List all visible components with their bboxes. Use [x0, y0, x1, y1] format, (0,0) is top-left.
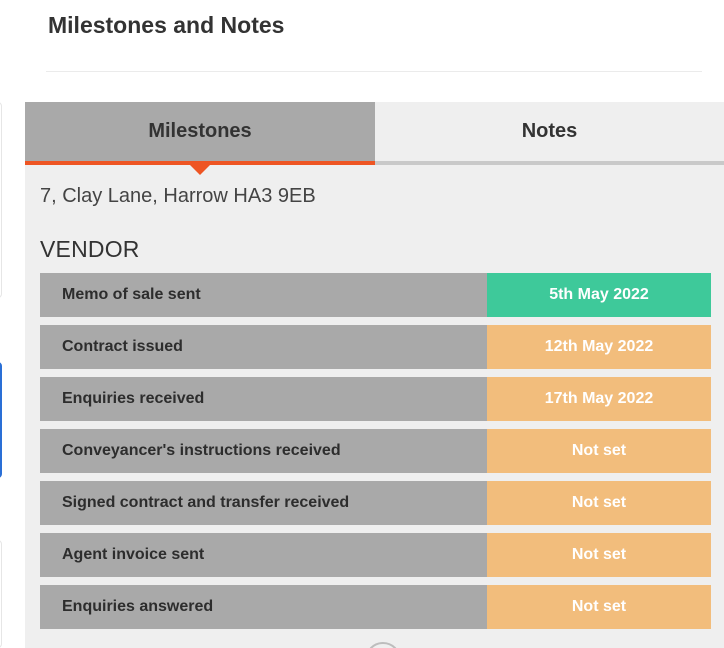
milestone-label: Signed contract and transfer received [40, 481, 487, 525]
milestone-row: Agent invoice sent Not set [40, 533, 711, 577]
milestone-list: Memo of sale sent 5th May 2022 Contract … [40, 273, 711, 637]
active-tab-indicator [190, 165, 210, 175]
tab-milestones[interactable]: Milestones [25, 102, 375, 165]
milestone-row: Signed contract and transfer received No… [40, 481, 711, 525]
page-title: Milestones and Notes [48, 12, 285, 38]
milestone-label: Agent invoice sent [40, 533, 487, 577]
milestone-date-button[interactable]: 12th May 2022 [487, 325, 711, 369]
milestone-label: Conveyancer's instructions received [40, 429, 487, 473]
milestone-label: Memo of sale sent [40, 273, 487, 317]
milestone-label: Enquiries answered [40, 585, 487, 629]
milestone-row: Enquiries received 17th May 2022 [40, 377, 711, 421]
title-divider [46, 71, 702, 72]
background-card-selected [0, 362, 2, 478]
milestone-date-button[interactable]: 5th May 2022 [487, 273, 711, 317]
milestone-date-button[interactable]: Not set [487, 429, 711, 473]
milestone-row: Enquiries answered Not set [40, 585, 711, 629]
milestone-date-button[interactable]: Not set [487, 533, 711, 577]
background-card [0, 540, 2, 648]
milestone-row: Contract issued 12th May 2022 [40, 325, 711, 369]
milestone-label: Contract issued [40, 325, 487, 369]
milestone-date-button[interactable]: 17th May 2022 [487, 377, 711, 421]
milestone-row: Conveyancer's instructions received Not … [40, 429, 711, 473]
property-address: 7, Clay Lane, Harrow HA3 9EB [40, 185, 316, 207]
background-card [0, 102, 2, 298]
tab-bar: Milestones Notes [25, 102, 724, 175]
milestone-date-button[interactable]: Not set [487, 585, 711, 629]
milestones-panel: Milestones Notes 7, Clay Lane, Harrow HA… [25, 102, 724, 648]
milestone-date-button[interactable]: Not set [487, 481, 711, 525]
milestone-row: Memo of sale sent 5th May 2022 [40, 273, 711, 317]
loading-spinner-icon [365, 642, 401, 648]
milestone-label: Enquiries received [40, 377, 487, 421]
tab-notes[interactable]: Notes [375, 102, 724, 165]
section-heading-vendor: VENDOR [40, 236, 140, 262]
